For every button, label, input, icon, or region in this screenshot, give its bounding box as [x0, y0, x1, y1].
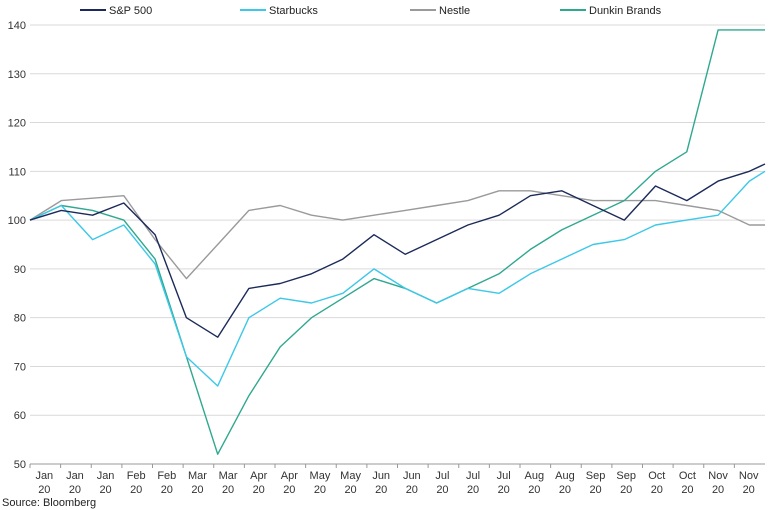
- x-tick-label: Jul: [435, 470, 449, 482]
- x-tick-label: 20: [467, 484, 479, 495]
- x-tick-label: Feb: [157, 470, 176, 482]
- x-tick-label: Jan: [35, 470, 53, 482]
- x-tick-label: 20: [681, 484, 693, 495]
- line-chart: Jan 20 Jan 20 Jan 20 Feb 20 Feb 20 Mar 20 Mar 20 Apr 20…: [8, 5, 766, 496]
- source-note: Source: Bloomberg: [2, 497, 97, 509]
- x-tick-label: 20: [38, 484, 50, 495]
- y-tick-label: 110: [8, 166, 26, 178]
- x-tick-label: 20: [344, 484, 356, 495]
- x-tick-label: 20: [712, 484, 724, 495]
- y-tick-label: 70: [14, 361, 26, 373]
- series-lines: [29, 29, 766, 455]
- x-tick-label: Jun: [403, 470, 421, 482]
- y-axis: 50 60 70 80 90 100 110 120 130 140: [8, 20, 26, 471]
- x-tick-label: 20: [283, 484, 295, 495]
- series-line-dunkin-brands: [29, 29, 765, 455]
- x-tick-label: May: [340, 470, 361, 482]
- x-tick-label: Mar: [219, 470, 238, 482]
- legend-label-starbucks: Starbucks: [269, 5, 318, 17]
- grid: [30, 24, 765, 416]
- x-tick-label: 20: [69, 484, 81, 495]
- x-tick-label: 20: [620, 484, 632, 495]
- y-tick-label: 90: [14, 264, 26, 276]
- x-tick-label: Apr: [250, 470, 267, 482]
- y-tick-label: 80: [14, 313, 26, 325]
- legend-label-dunkin-brands: Dunkin Brands: [589, 5, 662, 17]
- x-tick-label: 20: [651, 484, 663, 495]
- x-tick-label: 20: [314, 484, 326, 495]
- x-tick-label: Jan: [66, 470, 84, 482]
- y-tick-label: 140: [8, 20, 26, 32]
- x-tick-label: Jul: [497, 470, 511, 482]
- x-tick-label: Jan: [97, 470, 115, 482]
- x-tick-label: May: [310, 470, 331, 482]
- y-tick-label: 50: [14, 459, 26, 471]
- x-tick-label: 20: [528, 484, 540, 495]
- y-tick-label: 100: [8, 215, 26, 227]
- x-tick-label: 20: [559, 484, 571, 495]
- series-line-starbucks: [29, 170, 766, 387]
- x-tick-label: 20: [253, 484, 265, 495]
- x-tick-label: Aug: [555, 470, 575, 482]
- y-tick-label: 130: [8, 69, 26, 81]
- y-tick-label: 60: [14, 410, 26, 422]
- x-tick-label: 20: [743, 484, 755, 495]
- x-tick-label: 20: [161, 484, 173, 495]
- x-tick-label: 20: [99, 484, 111, 495]
- x-tick-label: 20: [375, 484, 387, 495]
- y-tick-label: 120: [8, 118, 26, 130]
- x-tick-label: Sep: [616, 470, 636, 482]
- x-tick-label: Mar: [188, 470, 207, 482]
- legend-label-nestle: Nestle: [439, 5, 470, 17]
- x-tick-label: 20: [191, 484, 203, 495]
- x-tick-label: Oct: [679, 470, 696, 482]
- series-line-s-p-500: [29, 163, 766, 338]
- x-tick-label: 20: [222, 484, 234, 495]
- x-tick-label: 20: [498, 484, 510, 495]
- x-tick-label: Feb: [127, 470, 146, 482]
- x-tick-label: 20: [130, 484, 142, 495]
- x-tick-label: Apr: [281, 470, 298, 482]
- x-tick-label: Jul: [466, 470, 480, 482]
- x-tick-label: Jun: [372, 470, 390, 482]
- legend: S&P 500 Starbucks Nestle Dunkin Brands: [80, 5, 662, 17]
- x-tick-label: 20: [589, 484, 601, 495]
- x-tick-label: Nov: [708, 470, 728, 482]
- x-tick-label: Nov: [739, 470, 759, 482]
- legend-label-s-p-500: S&P 500: [109, 5, 152, 17]
- x-tick-label: 20: [436, 484, 448, 495]
- x-tick-label: Oct: [648, 470, 665, 482]
- x-axis: Jan 20 Jan 20 Jan 20 Feb 20 Feb 20 Mar 20 Mar 20 Apr 20…: [29, 463, 765, 496]
- series-line-nestle: [29, 190, 765, 280]
- x-tick-label: 20: [406, 484, 418, 495]
- x-tick-label: Aug: [525, 470, 545, 482]
- x-tick-label: Sep: [586, 470, 606, 482]
